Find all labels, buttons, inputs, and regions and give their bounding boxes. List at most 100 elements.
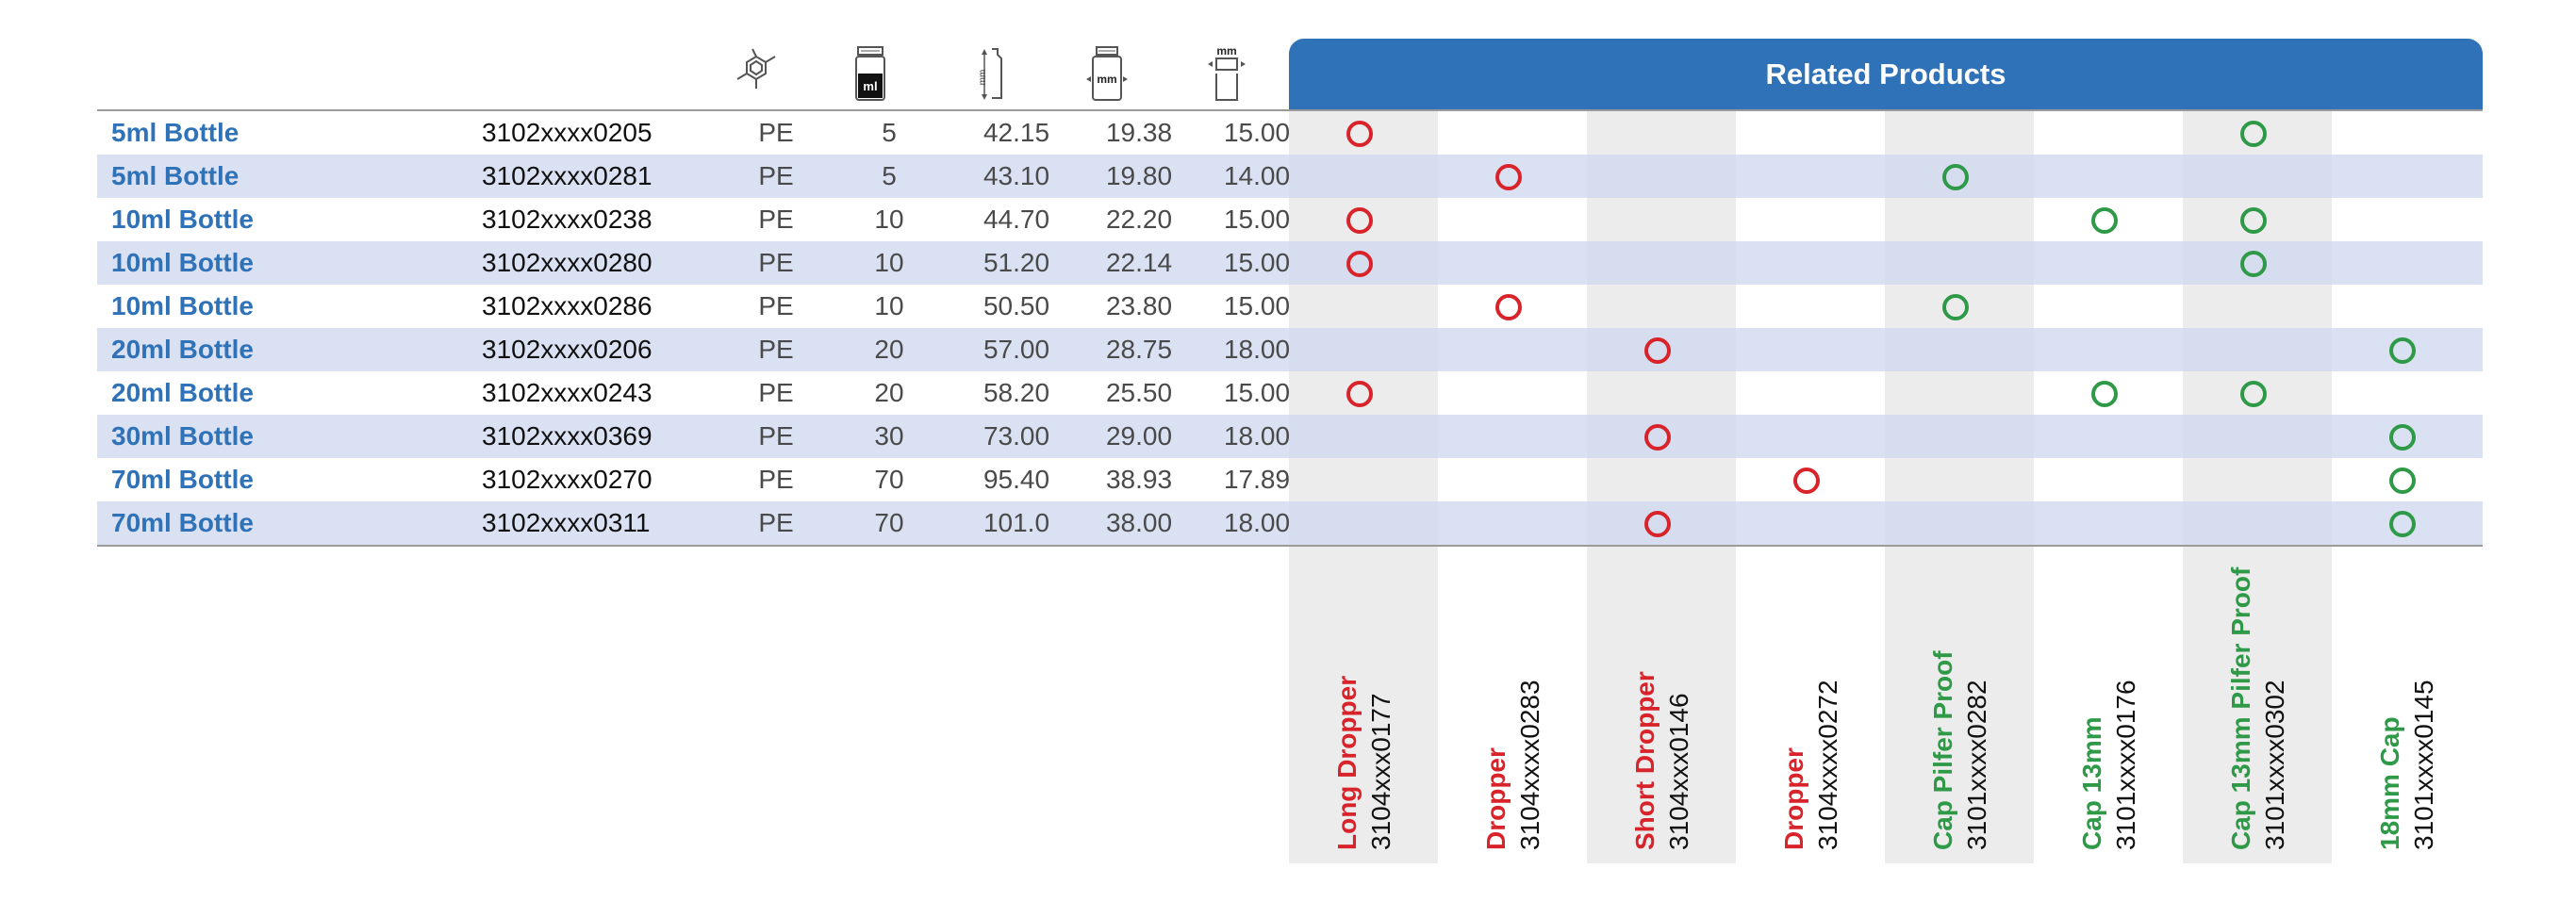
compatibility-mark [2389, 467, 2416, 494]
volume-cell: 10 [874, 248, 904, 277]
product-code: 3102xxxx0205 [482, 118, 652, 147]
compatibility-mark [1793, 467, 1820, 494]
height-cell: 57.00 [983, 335, 1050, 364]
height-cell: 44.70 [983, 205, 1050, 234]
compatibility-mark [2240, 251, 2267, 277]
material-cell: PE [758, 161, 794, 190]
related-product-name: Dropper [1779, 747, 1808, 850]
product-code: 3102xxxx0280 [482, 248, 652, 277]
related-product-name: Cap 13mm [2077, 716, 2106, 850]
compatibility-mark [1346, 251, 1373, 277]
product-name[interactable]: 10ml Bottle [111, 291, 254, 320]
related-product-name: Long Dropper [1332, 675, 1362, 850]
column-shade [1289, 111, 1438, 863]
product-name[interactable]: 70ml Bottle [111, 508, 254, 537]
table-row: 20ml Bottle 3102xxxx0206 PE 20 57.00 28.75 18.… [97, 328, 2483, 371]
diameter-cell: 22.14 [1105, 248, 1173, 277]
product-name[interactable]: 5ml Bottle [111, 161, 239, 190]
compatibility-mark [2389, 511, 2416, 537]
compatibility-mark [1346, 121, 1373, 147]
neck-cell: 15.00 [1223, 118, 1291, 147]
neck-cell: 15.00 [1223, 291, 1291, 320]
product-name[interactable]: 5ml Bottle [111, 118, 239, 147]
related-product-code: 3101xxxx0145 [2409, 680, 2438, 850]
related-product-label[interactable]: Cap 13mm 3101xxxx0176 [2075, 547, 2224, 858]
volume-ml-icon: ml [842, 41, 899, 106]
product-name[interactable]: 30ml Bottle [111, 421, 254, 451]
height-cell: 95.40 [983, 465, 1050, 494]
product-code: 3102xxxx0286 [482, 291, 652, 320]
diameter-icon-text: mm [1097, 73, 1116, 86]
product-code: 3102xxxx0369 [482, 421, 652, 451]
related-product-label[interactable]: Long Dropper 3104xxx0177 [1330, 547, 1479, 858]
column-shade [1587, 111, 1736, 863]
related-product-label[interactable]: Cap 13mm Pilfer Proof 3101xxxx0302 [2224, 547, 2373, 858]
neck-cell: 15.00 [1223, 248, 1291, 277]
related-product-label[interactable]: Dropper 3104xxxx0283 [1479, 547, 1628, 858]
compatibility-mark [1346, 381, 1373, 407]
related-product-code: 3104xxx0146 [1664, 693, 1693, 850]
table-row: 10ml Bottle 3102xxxx0286 PE 10 50.50 23.80 15.… [97, 285, 2483, 328]
compatibility-mark [2389, 424, 2416, 451]
diameter-cell: 19.80 [1105, 161, 1173, 190]
product-name[interactable]: 20ml Bottle [111, 335, 254, 364]
related-product-label[interactable]: 18mm Cap 3101xxxx0145 [2373, 547, 2522, 858]
volume-cell: 70 [874, 508, 904, 537]
product-code: 3102xxxx0281 [482, 161, 652, 190]
diameter-cell: 23.80 [1105, 291, 1173, 320]
neck-cell: 18.00 [1223, 421, 1291, 451]
volume-cell: 10 [874, 291, 904, 320]
volume-cell: 70 [874, 465, 904, 494]
table-row: 70ml Bottle 3102xxxx0311 PE 70 101.0 38.00 18.… [97, 501, 2483, 545]
volume-cell: 5 [882, 161, 897, 190]
material-cell: PE [758, 205, 794, 234]
related-products-header: Related Products [1289, 39, 2483, 110]
product-name[interactable]: 10ml Bottle [111, 248, 254, 277]
ml-icon-text: ml [863, 79, 877, 93]
material-cell: PE [758, 421, 794, 451]
compatibility-mark [2091, 207, 2118, 234]
volume-cell: 20 [874, 335, 904, 364]
table-row: 5ml Bottle 3102xxxx0281 PE 5 43.10 19.80 14.00 [97, 155, 2483, 198]
table-row: 30ml Bottle 3102xxxx0369 PE 30 73.00 29.00 18.… [97, 415, 2483, 458]
compatibility-mark [2240, 381, 2267, 407]
material-cell: PE [758, 291, 794, 320]
related-product-label[interactable]: Dropper 3104xxxx0272 [1777, 547, 1926, 858]
material-cell: PE [758, 465, 794, 494]
height-cell: 58.20 [983, 378, 1050, 407]
height-cell: 50.50 [983, 291, 1050, 320]
neck-icon-text: mm [1216, 44, 1236, 57]
compatibility-mark [1644, 424, 1671, 451]
height-cell: 101.0 [983, 508, 1050, 537]
table-row: 10ml Bottle 3102xxxx0280 PE 10 51.20 22.14 15.… [97, 241, 2483, 285]
neck-cell: 18.00 [1223, 335, 1291, 364]
related-product-label[interactable]: Short Dropper 3104xxx0146 [1628, 547, 1777, 858]
related-product-name: Dropper [1481, 747, 1511, 850]
product-code: 3102xxxx0311 [482, 508, 651, 537]
diameter-cell: 29.00 [1105, 421, 1173, 451]
diameter-mm-icon: mm [1079, 41, 1135, 106]
compatibility-mark [1346, 207, 1373, 234]
neck-cell: 18.00 [1223, 508, 1291, 537]
diameter-cell: 38.93 [1105, 465, 1173, 494]
compatibility-mark [1495, 294, 1522, 320]
compatibility-mark [2240, 207, 2267, 234]
related-product-code: 3104xxx0177 [1366, 693, 1395, 850]
compatibility-mark [2240, 121, 2267, 147]
height-cell: 42.15 [983, 118, 1050, 147]
volume-cell: 10 [874, 205, 904, 234]
material-molecule-icon [726, 41, 783, 106]
table-row: 5ml Bottle 3102xxxx0205 PE 5 42.15 19.38 15.00 [97, 111, 2483, 155]
product-name[interactable]: 20ml Bottle [111, 378, 254, 407]
neck-cell: 15.00 [1223, 205, 1291, 234]
related-product-label[interactable]: Cap Pilfer Proof 3101xxxx0282 [1926, 547, 2075, 858]
compatibility-mark [1495, 164, 1522, 190]
product-code: 3102xxxx0206 [482, 335, 652, 364]
product-name[interactable]: 10ml Bottle [111, 205, 254, 234]
compatibility-mark [2091, 381, 2118, 407]
height-cell: 43.10 [983, 161, 1050, 190]
product-name[interactable]: 70ml Bottle [111, 465, 254, 494]
related-product-code: 3104xxxx0283 [1515, 680, 1544, 850]
product-code: 3102xxxx0243 [482, 378, 652, 407]
neck-mm-icon: mm [1198, 41, 1255, 106]
